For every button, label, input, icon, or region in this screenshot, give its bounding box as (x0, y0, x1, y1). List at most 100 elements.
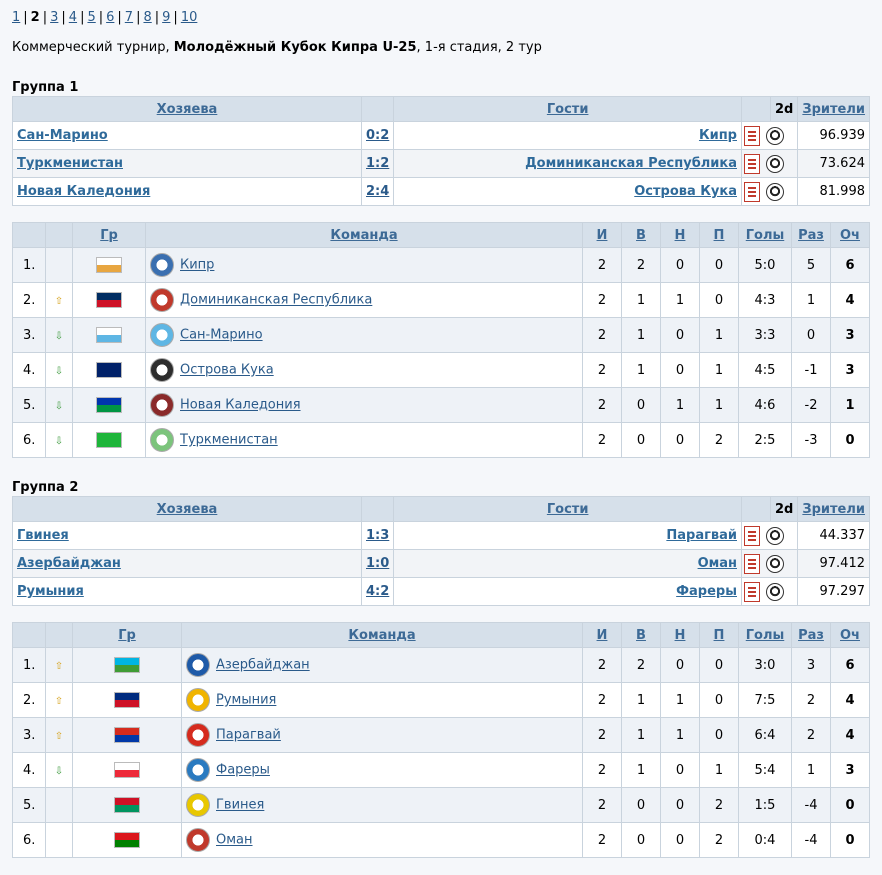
match-score-link[interactable]: 1:0 (366, 556, 390, 571)
team-link[interactable]: Кипр (180, 257, 215, 273)
match-2d-ball-icon[interactable] (766, 154, 784, 173)
match-score-link[interactable]: 1:3 (366, 528, 390, 543)
points: 0 (830, 422, 870, 458)
diff-header-link[interactable]: Раз (798, 627, 824, 643)
played-header-link[interactable]: И (596, 227, 608, 243)
lost-header-link[interactable]: П (713, 627, 725, 643)
away-team-link[interactable]: Доминиканская Республика (525, 156, 737, 171)
pager-link-9[interactable]: 9 (162, 10, 171, 25)
team-header: Команда (145, 222, 583, 248)
match-score-cell: 2:4 (360, 177, 395, 206)
home-team-link[interactable]: Новая Каледония (17, 184, 151, 199)
drawn: 1 (660, 282, 700, 318)
trend-cell (45, 787, 73, 823)
pager-link-4[interactable]: 4 (68, 10, 78, 25)
country-flag-icon (96, 292, 122, 308)
away-team-link[interactable]: Фареры (676, 584, 737, 599)
team-link[interactable]: Острова Кука (180, 362, 274, 378)
match-score-link[interactable]: 4:2 (366, 584, 390, 599)
goals-header-link[interactable]: Голы (745, 227, 785, 243)
pager-link-5[interactable]: 5 (87, 10, 96, 25)
team-cell: Острова Кука (145, 352, 583, 388)
team-header-link[interactable]: Команда (348, 627, 416, 643)
home-team-link[interactable]: Румыния (17, 584, 84, 599)
pager-link-6[interactable]: 6 (106, 10, 115, 25)
attendance-header-link[interactable]: Зрители (802, 501, 865, 517)
flag-cell (72, 682, 182, 718)
home-team-link[interactable]: Гвинея (17, 528, 69, 543)
team-header-link[interactable]: Команда (330, 227, 398, 243)
home-header-link[interactable]: Хозяева (156, 101, 218, 117)
team-link[interactable]: Оман (216, 832, 253, 848)
pager-link-1[interactable]: 1 (12, 10, 21, 25)
trend-cell (45, 247, 73, 283)
diff-header-link[interactable]: Раз (798, 227, 824, 243)
played-header-link[interactable]: И (596, 627, 608, 643)
match-2d-ball-icon[interactable] (766, 554, 784, 573)
match-score-link[interactable]: 1:2 (366, 156, 390, 171)
attendance-header: Зрители (797, 96, 870, 122)
team-link[interactable]: Новая Каледония (180, 397, 301, 413)
team-link[interactable]: Сан-Марино (180, 327, 263, 343)
drawn: 0 (660, 247, 700, 283)
home-team-link[interactable]: Сан-Марино (17, 128, 108, 143)
points-header-link[interactable]: Оч (840, 627, 860, 643)
match-home-cell: Азербайджан (12, 549, 362, 578)
drawn-header-link[interactable]: Н (674, 627, 686, 643)
away-team-link[interactable]: Кипр (698, 128, 737, 143)
group-header: Гр (72, 622, 182, 648)
team-cell: Кипр (145, 247, 583, 283)
team-link[interactable]: Туркменистан (180, 432, 278, 448)
match-row: Румыния 4:2 Фареры 97.297 (12, 577, 870, 606)
team-link[interactable]: Гвинея (216, 797, 265, 813)
match-report-icon[interactable] (744, 125, 760, 146)
match-2d-ball-icon[interactable] (766, 526, 784, 545)
away-team-link[interactable]: Оман (697, 556, 737, 571)
team-link[interactable]: Румыния (216, 692, 277, 708)
won-header-link[interactable]: В (636, 627, 646, 643)
match-report-icon[interactable] (744, 153, 760, 174)
won-header-link[interactable]: В (636, 227, 646, 243)
away-team-link[interactable]: Парагвай (666, 528, 737, 543)
group-header-link[interactable]: Гр (100, 227, 118, 243)
away-header-link[interactable]: Гости (546, 101, 589, 117)
home-team-link[interactable]: Туркменистан (17, 156, 123, 171)
attendance-header-link[interactable]: Зрители (802, 101, 865, 117)
match-row: Сан-Марино 0:2 Кипр 96.939 (12, 121, 870, 150)
team-link[interactable]: Азербайджан (216, 657, 310, 673)
goal-diff: 1 (791, 752, 831, 788)
match-2d-ball-icon[interactable] (766, 126, 784, 145)
away-team-link[interactable]: Острова Кука (634, 184, 737, 199)
group-header-link[interactable]: Гр (118, 627, 136, 643)
team-emblem-icon (186, 653, 210, 677)
drawn-header-link[interactable]: Н (674, 227, 686, 243)
team-link[interactable]: Фареры (216, 762, 270, 778)
lost-header-link[interactable]: П (713, 227, 725, 243)
team-link[interactable]: Доминиканская Республика (180, 292, 373, 308)
home-team-link[interactable]: Азербайджан (17, 556, 121, 571)
match-score-link[interactable]: 0:2 (366, 128, 390, 143)
standings-row: 6. Оман 2 0 0 2 0:4 -4 0 (12, 822, 870, 858)
match-report-icon[interactable] (744, 553, 760, 574)
points: 0 (830, 822, 870, 858)
match-2d-ball-icon[interactable] (766, 582, 784, 601)
matches-header-row: Хозяева Гости 2d Зрители (12, 96, 870, 122)
home-header-link[interactable]: Хозяева (156, 501, 218, 517)
match-report-icon[interactable] (744, 181, 760, 202)
match-report-icon[interactable] (744, 581, 760, 602)
match-2d-ball-icon[interactable] (766, 182, 784, 201)
pager-link-3[interactable]: 3 (50, 10, 59, 25)
drawn: 1 (660, 387, 700, 423)
points-header-link[interactable]: Оч (840, 227, 860, 243)
team-emblem-icon (150, 253, 174, 277)
pager-link-7[interactable]: 7 (124, 10, 134, 25)
pager-link-10[interactable]: 10 (180, 10, 198, 25)
team-link[interactable]: Парагвай (216, 727, 281, 743)
team-emblem-icon (186, 828, 210, 852)
away-header-link[interactable]: Гости (546, 501, 589, 517)
goals-header-link[interactable]: Голы (745, 627, 785, 643)
pager-link-8[interactable]: 8 (143, 10, 152, 25)
2d-header: 2d (769, 496, 799, 522)
match-report-icon[interactable] (744, 525, 760, 546)
match-score-link[interactable]: 2:4 (366, 184, 390, 199)
